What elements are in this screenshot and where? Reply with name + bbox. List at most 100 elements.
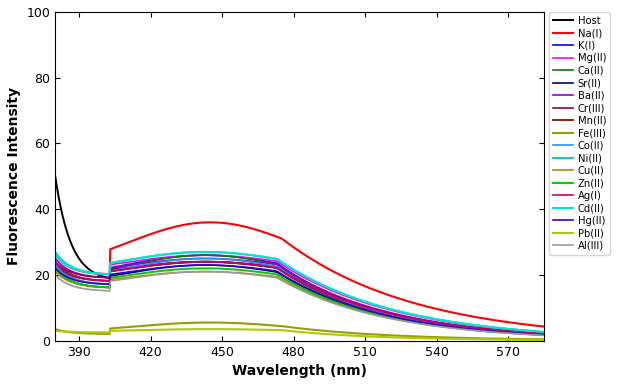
Line: Na(I): Na(I) [56, 222, 544, 326]
Ni(II) [472, 323, 479, 328]
Sr(II) [336, 300, 343, 305]
Na(I) [349, 278, 356, 283]
Pb(II) [473, 337, 480, 341]
Cu(II) [335, 302, 342, 307]
Cu(II) [363, 310, 370, 315]
Ag(I) [422, 319, 429, 323]
Ag(I) [335, 296, 342, 301]
Al(III) [336, 303, 343, 308]
Ni(II) [422, 315, 429, 320]
Fe(III) [206, 320, 213, 325]
X-axis label: Wavelength (nm): Wavelength (nm) [232, 364, 367, 378]
Mn(II) [363, 307, 371, 311]
Zn(II) [472, 328, 479, 332]
Cr(III) [363, 305, 370, 310]
Zn(II) [81, 283, 89, 288]
K(I) [540, 332, 547, 336]
Ba(II) [348, 299, 355, 304]
Legend: Host, Na(I), K(I), Mg(II), Ca(II), Sr(II), Ba(II), Cr(III), Mn(II), Fe(III), Co(: Host, Na(I), K(I), Mg(II), Ca(II), Sr(II… [549, 12, 610, 255]
Line: Sr(II): Sr(II) [56, 265, 544, 335]
Line: Cr(III): Cr(III) [56, 262, 544, 334]
Cr(III) [472, 326, 479, 330]
Sr(II) [81, 283, 89, 288]
K(I) [473, 326, 480, 331]
Cr(III) [335, 296, 342, 300]
Line: Al(III): Al(III) [56, 271, 544, 335]
Hg(II) [473, 327, 480, 332]
Co(II) [52, 263, 59, 267]
Line: Ba(II): Ba(II) [56, 258, 544, 333]
Cd(II) [202, 249, 209, 254]
Al(III) [363, 311, 371, 316]
Line: Ca(II): Ca(II) [56, 255, 544, 334]
K(I) [81, 276, 89, 281]
Cd(II) [473, 323, 480, 328]
Mn(II) [540, 332, 547, 337]
Mg(II) [422, 316, 429, 320]
Al(III) [202, 269, 209, 274]
Ni(II) [348, 295, 355, 300]
Ba(II) [52, 256, 59, 261]
Fe(III) [336, 330, 343, 335]
Zn(II) [335, 301, 342, 306]
Mn(II) [423, 320, 430, 325]
Line: K(I): K(I) [56, 255, 544, 334]
K(I) [423, 319, 430, 323]
Host [540, 332, 547, 337]
Cu(II) [348, 306, 355, 311]
Ca(II) [363, 305, 371, 310]
Mg(II) [348, 296, 355, 301]
Cr(III) [540, 331, 547, 336]
Sr(II) [202, 263, 209, 267]
Line: Ag(I): Ag(I) [56, 262, 544, 334]
Na(I) [81, 270, 89, 274]
Ni(II) [363, 300, 370, 305]
Pb(II) [52, 328, 59, 333]
Co(II) [202, 256, 209, 261]
Cd(II) [52, 253, 59, 258]
Host [472, 327, 479, 331]
Mg(II) [52, 253, 59, 258]
Mg(II) [363, 301, 370, 306]
Mn(II) [336, 298, 343, 302]
Host [52, 174, 59, 179]
Ag(I) [540, 331, 547, 336]
Line: Host: Host [56, 176, 544, 335]
Host [363, 306, 370, 311]
Cd(II) [363, 300, 371, 305]
Cd(II) [81, 270, 89, 274]
Fe(III) [349, 331, 356, 335]
Mn(II) [52, 263, 59, 267]
Cd(II) [423, 315, 430, 320]
Pb(II) [540, 338, 547, 342]
Line: Zn(II): Zn(II) [56, 268, 544, 335]
K(I) [363, 305, 371, 309]
Zn(II) [363, 310, 370, 314]
Ag(I) [348, 301, 355, 305]
Ba(II) [335, 294, 342, 299]
Ca(II) [81, 280, 89, 284]
Ca(II) [540, 332, 547, 336]
Sr(II) [363, 308, 371, 313]
Al(III) [81, 286, 89, 291]
Ca(II) [349, 300, 356, 305]
Pb(II) [349, 333, 356, 338]
Na(I) [336, 272, 343, 277]
Cr(III) [81, 273, 89, 278]
Ca(II) [202, 253, 209, 258]
Co(II) [423, 320, 430, 324]
Sr(II) [423, 321, 430, 326]
Na(I) [363, 285, 371, 290]
Hg(II) [202, 263, 209, 267]
Al(III) [52, 273, 59, 277]
Ba(II) [540, 331, 547, 336]
Cr(III) [348, 300, 355, 305]
Na(I) [540, 324, 547, 329]
Ag(I) [363, 305, 370, 310]
Cd(II) [336, 290, 343, 295]
Cu(II) [81, 283, 89, 288]
Al(III) [349, 307, 356, 311]
Cr(III) [422, 318, 429, 323]
Sr(II) [540, 333, 547, 337]
Pb(II) [363, 334, 371, 339]
